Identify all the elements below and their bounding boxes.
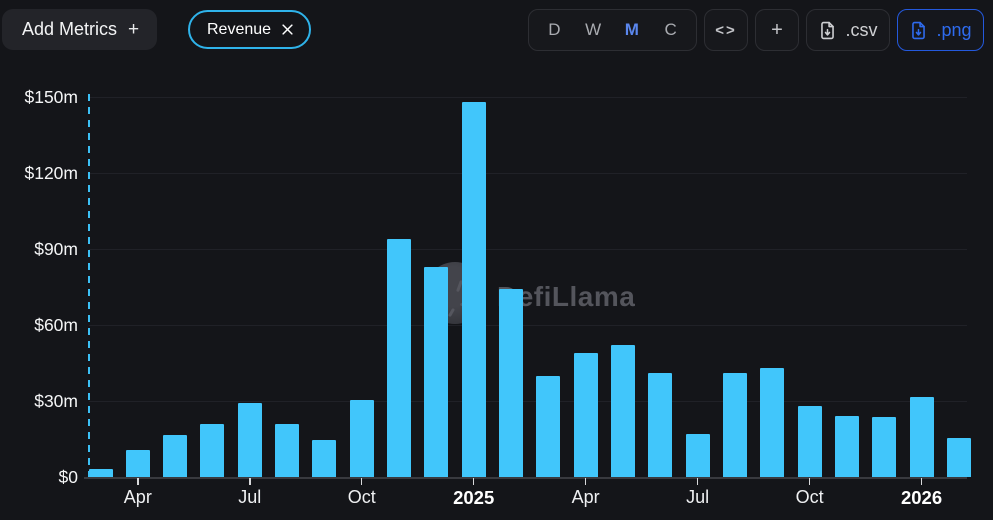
revenue-bar[interactable] (946, 437, 971, 477)
revenue-bar[interactable] (909, 397, 934, 477)
download-file-icon (909, 21, 928, 40)
revenue-bar[interactable] (610, 345, 635, 477)
x-axis-tick (360, 478, 363, 485)
metric-pill-label: Revenue (207, 20, 272, 38)
x-axis-label: Jul (686, 487, 710, 507)
download-png-button[interactable]: .png (897, 9, 984, 51)
y-axis-dashed-line (88, 94, 90, 477)
x-axis-tick (137, 478, 139, 485)
x-axis-label: Jul (238, 487, 262, 507)
revenue-bar[interactable] (573, 352, 598, 477)
metric-pill-revenue[interactable]: Revenue (188, 10, 312, 49)
gridline (89, 96, 967, 98)
x-axis-label: Oct (795, 487, 824, 507)
png-label: .png (936, 19, 972, 40)
toolbar-right-cluster: D W M C <> + .csv (528, 9, 984, 51)
add-metrics-label: Add Metrics (22, 19, 118, 39)
revenue-bar[interactable] (461, 101, 486, 477)
y-axis-label: $150m (24, 86, 78, 107)
revenue-bar[interactable] (312, 440, 337, 477)
plus-icon: + (771, 18, 783, 41)
code-icon: <> (715, 21, 737, 39)
download-file-icon (818, 21, 837, 40)
x-axis-tick (249, 478, 251, 485)
add-chart-button[interactable]: + (755, 9, 799, 51)
x-axis-tick (696, 478, 699, 485)
y-axis-label: $90m (34, 238, 78, 259)
close-icon[interactable] (280, 22, 295, 37)
plus-icon: + (128, 18, 140, 40)
revenue-bar[interactable] (200, 423, 225, 477)
add-metrics-button[interactable]: Add Metrics + (2, 9, 158, 50)
interval-button-m[interactable]: M (624, 20, 639, 39)
revenue-bar[interactable] (499, 289, 524, 477)
revenue-bar[interactable] (125, 450, 150, 477)
x-axis-tick (808, 478, 811, 485)
y-axis-label: $60m (34, 314, 78, 335)
revenue-bar-chart: DefiLlama $0 $30m $60m $90m $120m $150m Apr Jul… (0, 60, 993, 520)
embed-button[interactable]: <> (704, 9, 748, 51)
gridline (89, 172, 967, 174)
x-axis-label: Oct (347, 487, 376, 507)
interval-button-w[interactable]: W (585, 20, 602, 39)
gridline (89, 248, 967, 250)
x-axis-label: 2026 (900, 487, 943, 508)
y-axis-label: $30m (34, 390, 78, 411)
x-axis-tick (472, 478, 475, 485)
x-axis-tick (584, 478, 587, 485)
revenue-bar[interactable] (387, 238, 412, 477)
download-csv-button[interactable]: .csv (806, 9, 890, 51)
revenue-bar[interactable] (760, 367, 785, 477)
revenue-bar[interactable] (349, 399, 374, 477)
revenue-bar[interactable] (722, 373, 747, 477)
revenue-bar[interactable] (424, 266, 449, 477)
revenue-bar[interactable] (536, 375, 561, 477)
interval-button-c[interactable]: C (664, 20, 677, 39)
revenue-bar[interactable] (872, 417, 897, 477)
revenue-bar[interactable] (275, 423, 300, 477)
revenue-bar[interactable] (163, 435, 188, 477)
x-axis-label: Apr (571, 487, 600, 507)
gridline (89, 400, 967, 402)
csv-label: .csv (845, 19, 878, 40)
y-axis-label: $0 (58, 467, 78, 487)
revenue-bar[interactable] (834, 416, 859, 477)
x-axis-label: Apr (123, 487, 152, 507)
interval-button-d[interactable]: D (548, 20, 561, 39)
y-axis-label: $120m (24, 162, 78, 183)
gridline (89, 324, 967, 326)
x-axis-line (84, 477, 967, 479)
toolbar: Add Metrics + Revenue D W M C <> + (0, 0, 993, 60)
revenue-bar[interactable] (237, 403, 262, 477)
revenue-bar[interactable] (797, 405, 822, 477)
x-axis-tick (920, 478, 923, 485)
revenue-bar[interactable] (685, 433, 710, 477)
revenue-bar[interactable] (648, 373, 673, 477)
x-axis-label: 2025 (453, 487, 495, 508)
revenue-bar[interactable] (88, 469, 113, 477)
